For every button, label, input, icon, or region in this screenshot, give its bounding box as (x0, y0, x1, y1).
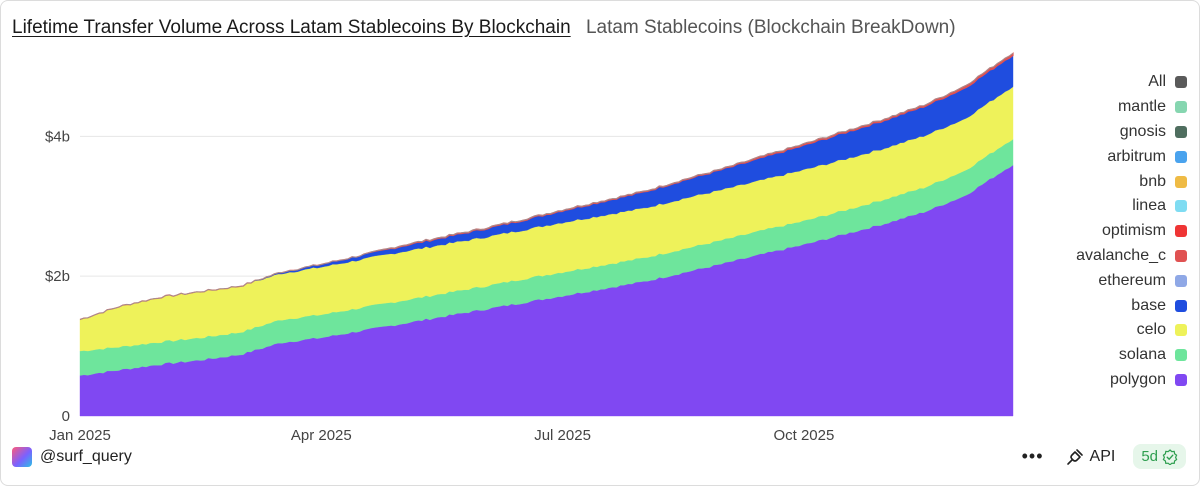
legend-swatch (1175, 299, 1187, 312)
legend-item-optimism[interactable]: optimism (1076, 219, 1187, 244)
legend-swatch (1175, 225, 1187, 238)
legend-swatch (1175, 125, 1187, 138)
legend-swatch (1175, 200, 1187, 213)
footer-right: ••• API 5d (1022, 444, 1186, 469)
legend-item-celo[interactable]: celo (1076, 318, 1187, 343)
legend-label: All (1148, 73, 1166, 91)
legend-swatch (1175, 150, 1187, 163)
y-tick-label: $4b (45, 128, 70, 145)
y-tick-label: 0 (62, 408, 70, 425)
legend-swatch (1175, 373, 1187, 386)
legend-label: mantle (1117, 98, 1166, 116)
chart-subtitle: Latam Stablecoins (Blockchain BreakDown) (585, 17, 956, 38)
chart-title[interactable]: Lifetime Transfer Volume Across Latam St… (12, 17, 571, 38)
legend-swatch (1175, 249, 1187, 262)
legend-swatch (1175, 324, 1187, 337)
x-tick-label: Oct 2025 (773, 427, 834, 444)
footer-left: @surf_query (12, 447, 132, 467)
legend-item-ethereum[interactable]: ethereum (1076, 268, 1187, 293)
legend-label: ethereum (1098, 271, 1166, 289)
legend-item-gnosis[interactable]: gnosis (1076, 120, 1187, 145)
api-label: API (1089, 447, 1116, 465)
legend-swatch (1175, 101, 1187, 114)
legend-label: celo (1136, 321, 1166, 339)
y-tick-label: $2b (45, 268, 70, 285)
legend-swatch (1175, 175, 1187, 188)
legend-label: optimism (1101, 222, 1166, 240)
legend-swatch (1175, 274, 1187, 287)
legend: All mantle gnosis arbitrum bnb linea optimism a… (1076, 70, 1187, 392)
x-tick-label: Jul 2025 (534, 427, 591, 444)
legend-item-base[interactable]: base (1076, 293, 1187, 318)
more-options-button[interactable]: ••• (1021, 446, 1044, 466)
legend-item-polygon[interactable]: polygon (1076, 368, 1187, 393)
refresh-interval: 5d (1141, 448, 1158, 465)
plug-icon (1066, 448, 1083, 465)
legend-label: linea (1132, 197, 1166, 215)
legend-item-bnb[interactable]: bnb (1076, 169, 1187, 194)
chart-header: Lifetime Transfer Volume Across Latam St… (12, 17, 956, 39)
x-tick-label: Jan 2025 (49, 427, 111, 444)
legend-item-linea[interactable]: linea (1076, 194, 1187, 219)
area-series (79, 52, 1014, 417)
legend-label: avalanche_c (1076, 246, 1166, 264)
legend-item-All[interactable]: All (1076, 70, 1187, 95)
x-axis-ticks: Jan 2025 Apr 2025 Jul 2025 Oct 2025 (49, 427, 834, 444)
legend-label: bnb (1139, 172, 1166, 190)
legend-label: arbitrum (1107, 147, 1166, 165)
legend-swatch (1175, 349, 1187, 362)
legend-label: solana (1118, 346, 1166, 364)
check-badge-icon (1162, 448, 1178, 465)
legend-item-mantle[interactable]: mantle (1076, 95, 1187, 120)
legend-item-avalanche-c[interactable]: avalanche_c (1076, 244, 1187, 269)
y-axis-ticks: 0 $2b $4b (45, 128, 70, 425)
legend-label: gnosis (1119, 122, 1166, 140)
legend-item-solana[interactable]: solana (1076, 343, 1187, 368)
legend-label: polygon (1109, 370, 1166, 388)
api-button[interactable]: API (1066, 447, 1116, 466)
refresh-badge[interactable]: 5d (1133, 444, 1186, 469)
area-all-outline (79, 52, 1014, 320)
surf-logo (12, 447, 32, 467)
legend-swatch (1175, 76, 1187, 89)
x-tick-label: Apr 2025 (291, 427, 352, 444)
author-handle[interactable]: @surf_query (40, 448, 132, 465)
legend-label: base (1131, 296, 1166, 314)
legend-item-arbitrum[interactable]: arbitrum (1076, 144, 1187, 169)
